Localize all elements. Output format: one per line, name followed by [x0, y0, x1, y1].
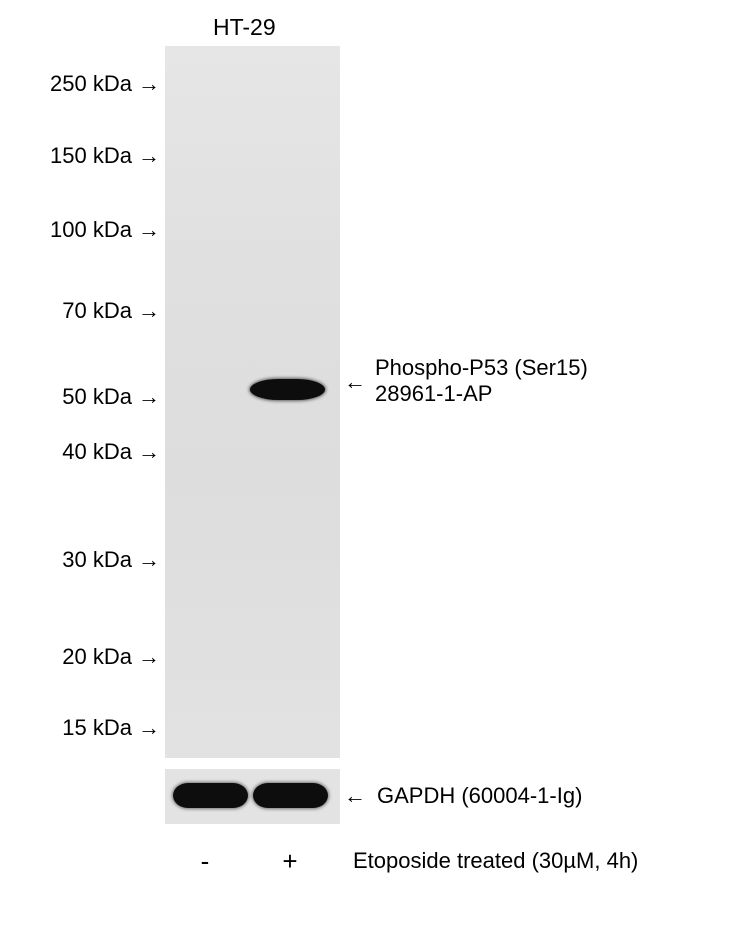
arrow-right-icon: → — [138, 298, 160, 324]
arrow-right-icon: → — [138, 384, 160, 410]
band-phospho-p53 — [250, 379, 325, 400]
mw-label: 150 kDa — [12, 143, 132, 169]
arrow-right-icon: → — [138, 439, 160, 465]
mw-label: 70 kDa — [12, 298, 132, 324]
mw-label: 50 kDa — [12, 384, 132, 410]
antibody-label: Phospho-P53 (Ser15)28961-1-AP — [375, 355, 588, 407]
sample-label: HT-29 — [213, 14, 276, 41]
arrow-right-icon: → — [138, 644, 160, 670]
arrow-right-icon: → — [138, 217, 160, 243]
arrow-right-icon: → — [138, 715, 160, 741]
mw-label: 20 kDa — [12, 644, 132, 670]
western-blot-figure: WWW.PTGLAB.COM HT-29 250 kDa→150 kDa→100… — [0, 0, 730, 903]
mw-label: 100 kDa — [12, 217, 132, 243]
band-gapdh-lane1 — [173, 783, 248, 808]
arrow-right-icon: → — [138, 143, 160, 169]
blot-main-membrane — [165, 46, 340, 758]
arrow-right-icon: → — [138, 71, 160, 97]
mw-label: 15 kDa — [12, 715, 132, 741]
arrow-left-icon: ← — [344, 783, 366, 809]
arrow-left-icon: ← — [344, 369, 366, 395]
mw-label: 30 kDa — [12, 547, 132, 573]
antibody-label: GAPDH (60004-1-Ig) — [377, 783, 582, 809]
lane-treatment-sign: - — [190, 846, 220, 877]
arrow-right-icon: → — [138, 547, 160, 573]
band-gapdh-lane2 — [253, 783, 328, 808]
blot-gapdh-membrane — [165, 769, 340, 824]
treatment-condition-label: Etoposide treated (30µM, 4h) — [353, 848, 638, 874]
mw-label: 40 kDa — [12, 439, 132, 465]
lane-treatment-sign: + — [275, 846, 305, 877]
mw-label: 250 kDa — [12, 71, 132, 97]
